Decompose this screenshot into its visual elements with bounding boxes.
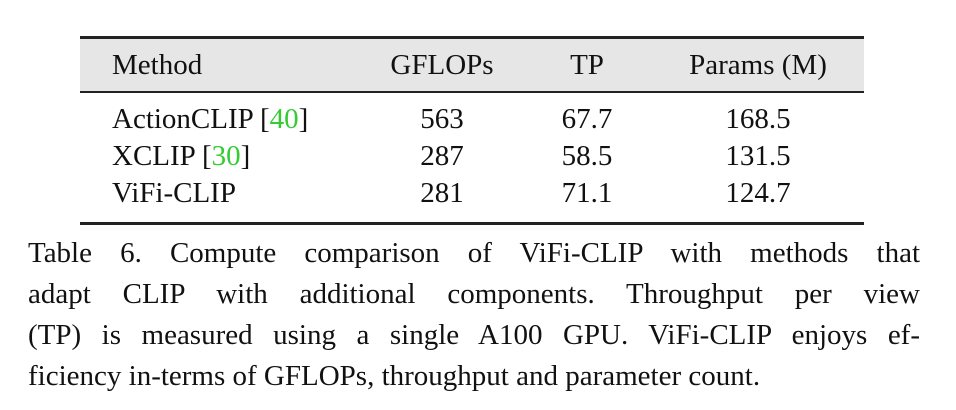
table-bottom-rule [80,222,864,225]
method-cell: ActionCLIP [40] [112,103,309,135]
method-cell: ViFi-CLIP [80,179,362,208]
citation-link[interactable]: 30 [211,140,241,172]
table-row: ViFi-CLIP 281 71.1 124.7 [80,175,864,212]
tp-cell: 67.7 [561,103,613,135]
method-name: XCLIP [112,140,195,172]
table-top-rule [80,36,864,39]
gflops-cell: 281 [420,177,464,209]
caption-line: Table 6. Compute comparison of ViFi-CLIP… [28,237,920,269]
header-params: Params (M) [689,48,827,81]
citation-link[interactable]: 40 [269,103,299,135]
caption-line: ficiency in-terms of GFLOPs, throughput … [28,360,761,392]
method-name: ViFi-CLIP [112,177,236,209]
method-cell: XCLIP [30] [112,140,251,172]
table-row: XCLIP [30] 287 58.5 131.5 [80,138,864,175]
method-name: ActionCLIP [112,103,253,135]
table-header-rule [80,91,864,93]
tp-cell: 58.5 [561,140,613,172]
params-cell: 124.7 [725,177,791,209]
header-gflops: GFLOPs [390,48,494,81]
results-table: Method GFLOPs TP Params (M) ActionCLIP [… [80,36,864,225]
gflops-cell: 563 [420,103,464,135]
params-cell: 168.5 [725,103,791,135]
table-caption: Table 6. Compute comparison of ViFi-CLIP… [28,233,920,397]
header-tp: TP [570,48,604,81]
tp-cell: 71.1 [561,177,613,209]
params-cell: 131.5 [725,140,791,172]
caption-line: adapt CLIP with additional components. T… [28,278,920,310]
header-method: Method [112,48,203,81]
gflops-cell: 287 [420,140,464,172]
caption-line: (TP) is measured using a single A100 GPU… [28,319,920,351]
table-header-row: Method GFLOPs TP Params (M) [80,39,864,91]
table-row: ActionCLIP [40] 563 67.7 168.5 [80,101,864,138]
